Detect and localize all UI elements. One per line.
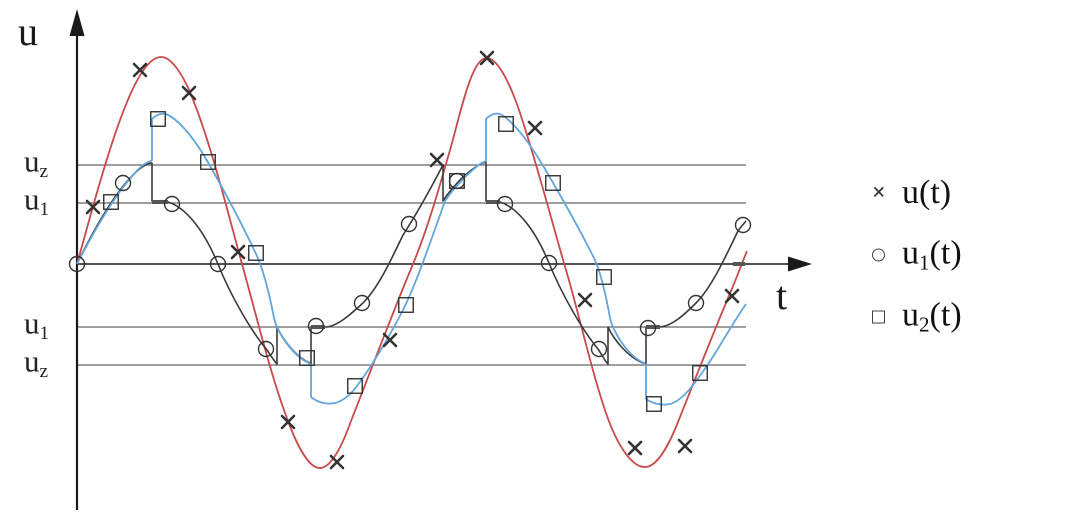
circle-marker [540, 254, 558, 272]
square-marker [299, 350, 315, 366]
x-glyph: × [872, 180, 886, 206]
x-marker [382, 332, 398, 348]
level-label-base: u [24, 343, 40, 379]
square-marker [596, 269, 612, 285]
u1t-curve [76, 161, 747, 365]
circle-marker [257, 340, 275, 358]
x-marker-stroke [527, 120, 543, 136]
legend-item-u2: u2(t) [872, 296, 962, 337]
x-marker-icon: × [872, 181, 902, 205]
square-marker [498, 116, 514, 132]
circle-marker [307, 317, 325, 335]
legend-item-u1: u1(t) [872, 234, 962, 275]
circle-marker [687, 294, 705, 312]
x-marker [479, 50, 495, 66]
legend-label: u1(t) [902, 234, 962, 275]
legend-label-base: u [902, 174, 919, 211]
level-label-u1-2: u1 [24, 307, 49, 343]
x-marker-stroke [329, 454, 345, 470]
x-marker-stroke [280, 414, 296, 430]
t-axis-arrow-icon [788, 256, 812, 272]
x-marker-stroke [577, 292, 593, 308]
x-marker-stroke [677, 438, 693, 454]
x-marker [132, 62, 148, 78]
x-marker [577, 292, 593, 308]
circle-marker [353, 294, 371, 312]
square-glyph [872, 310, 885, 324]
square-marker [150, 111, 166, 127]
x-marker [677, 438, 693, 454]
level-label-subscript: 1 [39, 198, 50, 220]
circle-marker [163, 195, 181, 213]
square-marker [545, 175, 561, 191]
square-marker [200, 154, 216, 170]
square-marker [347, 378, 363, 394]
legend-label-base: u [902, 296, 919, 334]
square-marker [646, 396, 662, 412]
level-label-uz-0: uz [24, 145, 48, 181]
circle-marker [400, 215, 418, 233]
legend-label: u(t) [902, 176, 951, 210]
level-label-base: u [24, 181, 40, 217]
square-marker-icon [872, 310, 902, 324]
x-marker-stroke [85, 199, 101, 215]
square-marker [103, 194, 119, 210]
circle-marker [496, 195, 514, 213]
level-label-base: u [24, 143, 40, 179]
circle-glyph [872, 248, 885, 262]
legend-label-tail: (t) [919, 174, 952, 211]
x-marker [280, 414, 296, 430]
level-label-base: u [24, 305, 40, 341]
x-marker [85, 199, 101, 215]
legend-label-subscript: 1 [919, 250, 930, 275]
x-marker [181, 85, 197, 101]
square-marker [692, 365, 708, 381]
square-marker [398, 297, 414, 313]
circle-marker [68, 255, 86, 273]
x-marker [527, 120, 543, 136]
level-label-uz-3: uz [24, 345, 48, 381]
x-marker [627, 440, 643, 456]
circle-marker [734, 216, 752, 234]
legend-label-tail: (t) [929, 296, 962, 334]
square-marker [248, 245, 264, 261]
square-marker [449, 173, 465, 189]
x-marker [429, 152, 445, 168]
legend-label-subscript: 2 [919, 312, 930, 337]
legend-label-base: u [902, 234, 919, 272]
x-marker [724, 288, 740, 304]
legend-label-tail: (t) [929, 234, 962, 272]
level-label-subscript: 1 [39, 322, 50, 344]
x-marker-stroke [479, 50, 495, 66]
level-label-u1-1: u1 [24, 183, 49, 219]
x-marker-stroke [132, 62, 148, 78]
circle-marker [209, 255, 227, 273]
circle-marker [114, 174, 132, 192]
circle-marker [590, 340, 608, 358]
x-marker-stroke [724, 288, 740, 304]
x-marker [329, 454, 345, 470]
legend-item-u: × u(t) [872, 176, 951, 210]
circle-marker-icon [872, 248, 902, 262]
x-marker-stroke [627, 440, 643, 456]
x-marker-stroke [382, 332, 398, 348]
u2t-curve [76, 112, 747, 406]
legend-label: u2(t) [902, 296, 962, 337]
x-marker-stroke [230, 244, 246, 260]
level-label-subscript: z [39, 160, 49, 182]
u-axis-arrow-icon [69, 9, 85, 36]
x-marker [230, 244, 246, 260]
x-axis-label: t [776, 273, 788, 318]
level-label-subscript: z [39, 360, 49, 382]
circle-marker [639, 319, 657, 337]
x-marker-stroke [429, 152, 445, 168]
x-marker-stroke [181, 85, 197, 101]
y-axis-label: u [18, 9, 38, 54]
